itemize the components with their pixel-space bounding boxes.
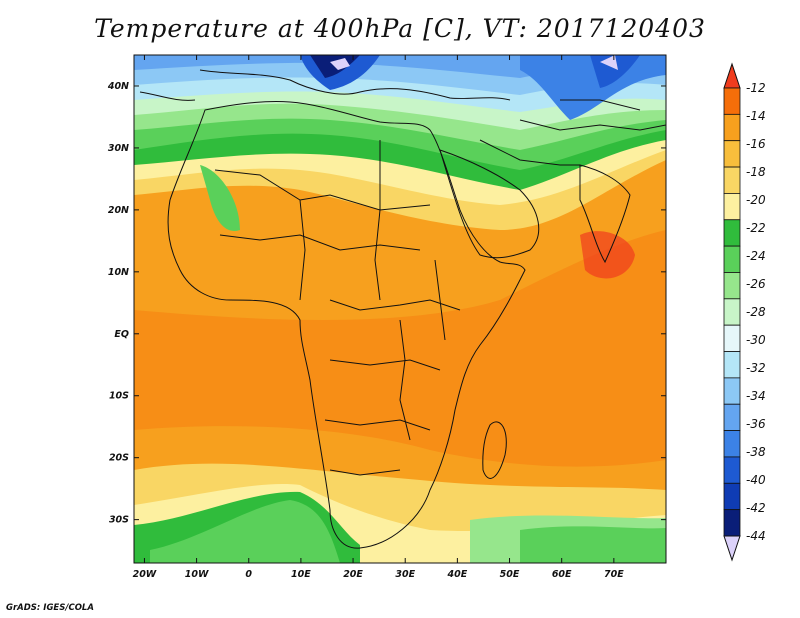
lat-label: 10S <box>109 391 129 402</box>
colorbar-label: -12 <box>746 81 766 95</box>
colorbar-swatch <box>723 324 741 352</box>
lon-label: 20W <box>133 569 157 580</box>
lon-label: 10E <box>291 569 311 580</box>
colorbar-label: -26 <box>746 277 766 291</box>
colorbar-swatch <box>723 403 741 431</box>
colorbar-swatch <box>723 456 741 484</box>
colorbar: -12 -14 -16 -18 -20 -22 -24 -26 -28 -30 -32 -34 -36 -… <box>723 62 766 562</box>
colorbar-swatch <box>723 193 741 221</box>
plot-frame <box>133 54 667 564</box>
lat-label: 20S <box>109 453 129 464</box>
colorbar-swatch <box>723 430 741 458</box>
lat-label: 10N <box>108 267 129 278</box>
lon-label: 20E <box>343 569 363 580</box>
country-borders <box>139 69 666 549</box>
lat-label: 40N <box>107 81 129 92</box>
colorbar-swatch <box>723 245 741 273</box>
colorbar-label: -38 <box>746 445 766 459</box>
colorbar-label: -16 <box>746 137 766 151</box>
colorbar-swatch <box>723 272 741 300</box>
lon-label: 30E <box>395 569 415 580</box>
lon-label: 10W <box>185 569 209 580</box>
colorbar-label: -44 <box>746 529 766 543</box>
colorbar-swatch <box>723 509 741 537</box>
lat-label: EQ <box>114 329 129 340</box>
colorbar-swatch <box>723 351 741 379</box>
colorbar-label: -24 <box>746 249 766 263</box>
lon-label: 50E <box>500 569 520 580</box>
colorbar-swatch <box>723 219 741 247</box>
colorbar-label: -28 <box>746 305 766 319</box>
colorbar-swatch <box>723 482 741 511</box>
lat-label: 30S <box>109 515 129 526</box>
colorbar-swatch <box>723 166 741 194</box>
axis-ticks: 40N 30N 20N 10N EQ 10S 20S 30S 20W 10W 0 10E 20E 30E 4… <box>107 55 666 580</box>
temperature-field <box>134 55 666 563</box>
colorbar-swatch <box>723 140 741 168</box>
colorbar-top-arrow <box>723 62 741 89</box>
lat-label: 30N <box>108 143 129 154</box>
lon-label: 0 <box>245 569 252 580</box>
lon-label: 40E <box>447 569 468 580</box>
colorbar-label: -30 <box>746 333 766 347</box>
colorbar-label: -20 <box>746 193 766 207</box>
lon-label: 60E <box>552 569 572 580</box>
map-title: Temperature at 400hPa [C], VT: 201712040… <box>94 14 706 43</box>
lat-label: 20N <box>108 205 129 216</box>
colorbar-swatch <box>723 298 741 326</box>
colorbar-swatch <box>723 87 741 115</box>
colorbar-label: -40 <box>746 473 766 487</box>
colorbar-label: -18 <box>746 165 766 179</box>
colorbar-swatch <box>723 377 741 405</box>
colorbar-label: -36 <box>746 417 766 431</box>
colorbar-bottom-arrow <box>723 535 741 562</box>
colorbar-label: -34 <box>746 389 766 403</box>
grads-credit: GrADS: IGES/COLA <box>6 603 94 613</box>
colorbar-label: -14 <box>746 109 766 123</box>
colorbar-label: -42 <box>746 501 766 515</box>
lon-label: 70E <box>604 569 624 580</box>
colorbar-label: -32 <box>746 361 766 375</box>
colorbar-label: -22 <box>746 221 766 235</box>
colorbar-swatch <box>723 113 741 142</box>
